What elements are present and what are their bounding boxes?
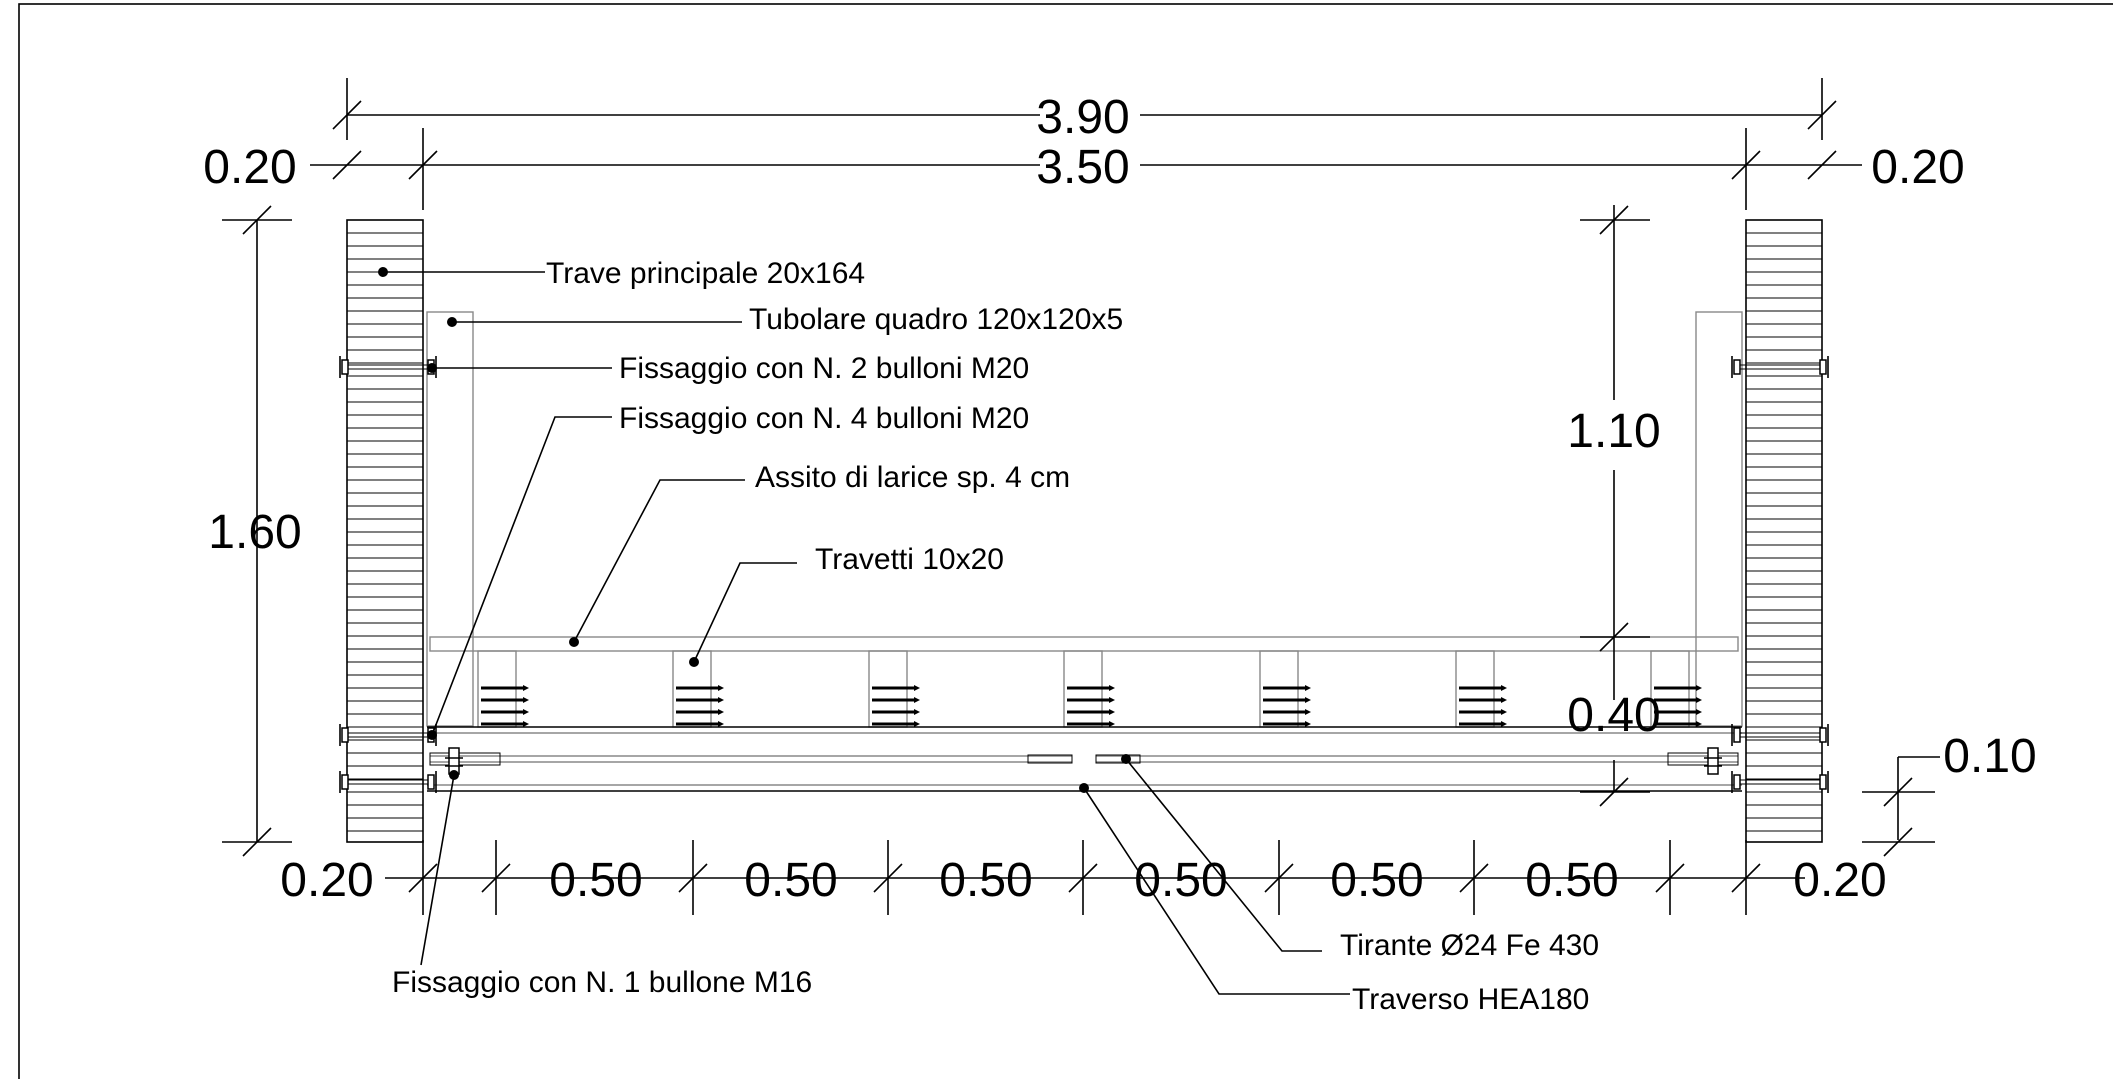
dimension-lines xyxy=(222,78,1940,915)
dim-spacing: 0.50 xyxy=(939,854,1032,907)
dim-bottom-right: 0.20 xyxy=(1793,854,1886,907)
dim-spacing: 0.50 xyxy=(1330,854,1423,907)
joist xyxy=(672,650,724,728)
dim-spacing: 0.50 xyxy=(744,854,837,907)
bolt xyxy=(1704,747,1722,775)
right-square-tube xyxy=(1695,311,1743,727)
bolt xyxy=(339,356,437,378)
crossbeam-hea180 xyxy=(427,726,1742,792)
dim-right-beam-width: 0.20 xyxy=(1871,141,1964,194)
dim-deck-depth: 0.40 xyxy=(1567,689,1660,742)
label-crossbeam: Traverso HEA180 xyxy=(1352,983,1589,1016)
bolts-group xyxy=(339,356,1829,793)
dim-spacing: 0.50 xyxy=(549,854,642,907)
leader-4-bolts xyxy=(431,416,612,736)
tie-rod xyxy=(429,752,1739,766)
right-main-beam xyxy=(1745,219,1823,843)
label-fixing-4-bolts: Fissaggio con N. 4 bulloni M20 xyxy=(619,402,1029,435)
leader-joists xyxy=(693,562,797,663)
joist xyxy=(868,650,920,728)
bolt xyxy=(1731,724,1829,746)
label-main-beam: Trave principale 20x164 xyxy=(546,257,865,290)
label-joists: Travetti 10x20 xyxy=(815,543,1004,576)
drawing-frame xyxy=(18,3,2113,1079)
leader-1-bolt xyxy=(420,774,455,966)
label-square-tube: Tubolare quadro 120x120x5 xyxy=(749,303,1123,336)
joist xyxy=(1063,650,1115,728)
leader-decking xyxy=(573,479,745,643)
dim-height: 1.60 xyxy=(208,506,301,559)
bolt xyxy=(339,771,437,793)
label-tie-rod: Tirante Ø24 Fe 430 xyxy=(1340,929,1599,962)
bolt xyxy=(1731,771,1829,793)
label-fixing-1-bolt: Fissaggio con N. 1 bullone M16 xyxy=(392,966,812,999)
joist xyxy=(1455,650,1507,728)
dim-inner-width: 3.50 xyxy=(1036,141,1129,194)
dim-spacing: 0.50 xyxy=(1134,854,1227,907)
dim-spacing: 0.50 xyxy=(1525,854,1618,907)
bolt xyxy=(1731,356,1829,378)
label-fixing-2-bolts: Fissaggio con N. 2 bulloni M20 xyxy=(619,352,1029,385)
larch-decking xyxy=(429,636,1739,652)
dim-bottom-offset: 0.10 xyxy=(1943,730,2036,783)
dim-bottom-left: 0.20 xyxy=(280,854,373,907)
left-main-beam xyxy=(346,219,424,843)
dim-railing-height: 1.10 xyxy=(1567,405,1660,458)
dim-left-beam-width: 0.20 xyxy=(203,141,296,194)
dim-overall-width: 3.90 xyxy=(1036,91,1129,144)
leader-lines xyxy=(378,267,1350,995)
joists-group xyxy=(477,650,1702,728)
left-square-tube xyxy=(426,311,474,727)
joist xyxy=(1259,650,1311,728)
joist xyxy=(477,650,529,728)
label-decking: Assito di larice sp. 4 cm xyxy=(755,461,1070,494)
leader-crossbeam xyxy=(1083,787,1350,995)
bolt xyxy=(339,724,437,746)
leader-tie-rod xyxy=(1125,758,1322,952)
